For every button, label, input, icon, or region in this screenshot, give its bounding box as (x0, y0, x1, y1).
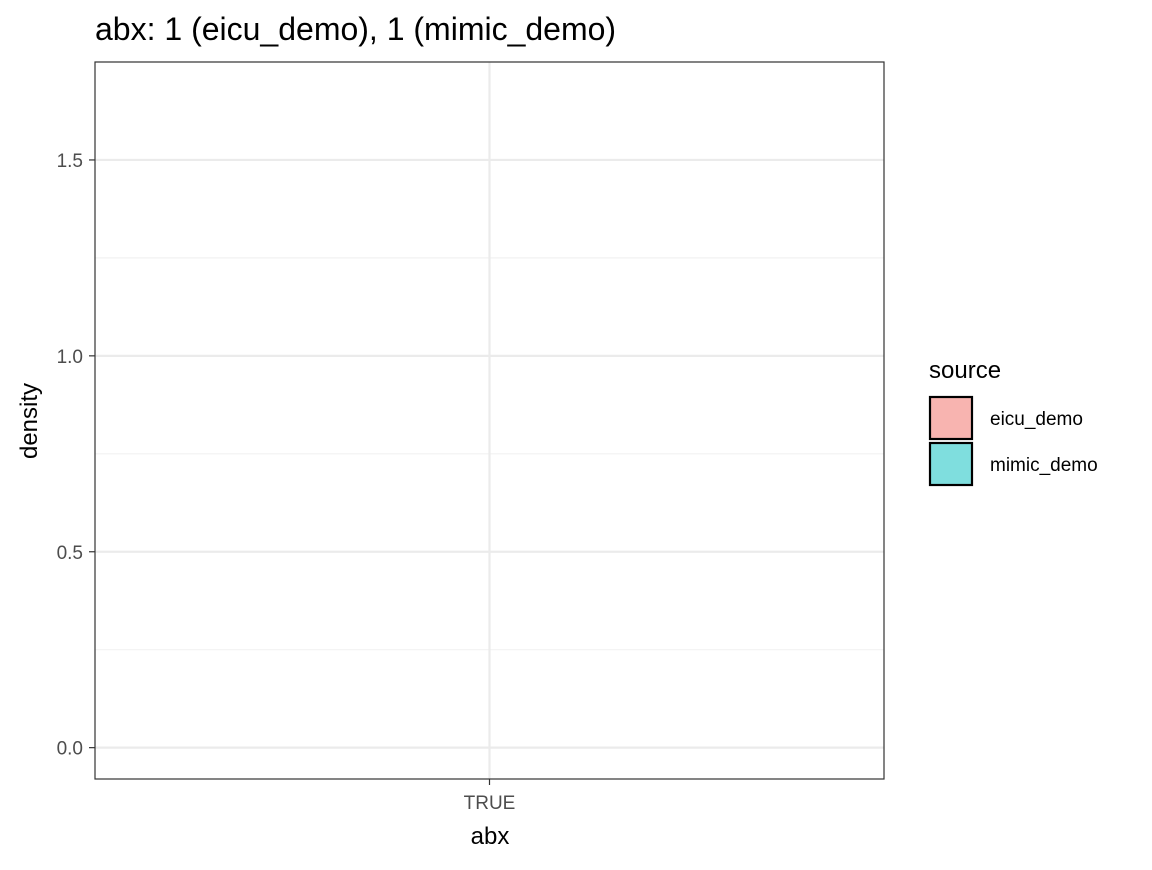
grid-major (95, 62, 884, 779)
legend-label-eicu_demo: eicu_demo (990, 409, 1083, 430)
y-axis: 0.0 0.5 1.0 1.5 (57, 151, 95, 760)
y-tick-label: 0.0 (57, 739, 83, 760)
y-tick-label: 1.5 (57, 151, 83, 172)
legend-label-mimic_demo: mimic_demo (990, 455, 1098, 476)
y-tick-label: 0.5 (57, 543, 83, 564)
plot-panel (94, 61, 885, 780)
legend-key-mimic_demo (928, 441, 974, 487)
y-tick-label: 1.0 (57, 347, 83, 368)
legend-title: source (929, 357, 1001, 384)
chart-title: abx: 1 (eicu_demo), 1 (mimic_demo) (95, 11, 616, 47)
legend-key-eicu_demo (928, 395, 974, 441)
x-axis-title: abx (471, 823, 510, 850)
x-axis: TRUE (464, 779, 516, 814)
legend-entries: eicu_demo mimic_demo (928, 395, 1098, 487)
y-axis-title: density (16, 383, 43, 459)
legend: source eicu_demo mimic_demo (928, 357, 1098, 487)
x-tick-label: TRUE (464, 793, 516, 814)
